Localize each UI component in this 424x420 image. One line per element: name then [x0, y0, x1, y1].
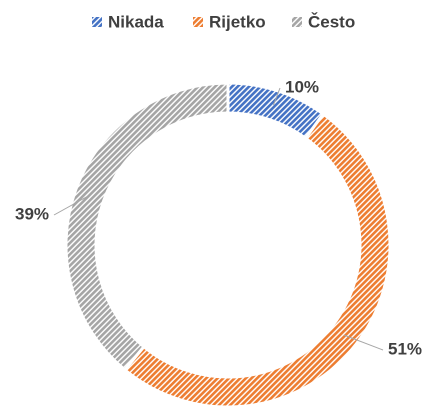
legend-swatch: [292, 17, 302, 27]
data-label: 51%: [388, 339, 422, 358]
legend-label: Često: [308, 12, 355, 31]
legend-swatch: [92, 17, 102, 27]
legend-swatch: [193, 17, 203, 27]
leader-line: [272, 87, 281, 106]
donut-segment: [122, 111, 392, 409]
legend-label: Nikada: [108, 12, 164, 31]
donut-segment: [64, 81, 230, 372]
leader-line: [53, 194, 90, 216]
data-label: 10%: [285, 77, 319, 96]
leader-line: [343, 334, 384, 351]
legend-label: Rijetko: [209, 12, 266, 31]
data-label: 39%: [15, 204, 49, 223]
